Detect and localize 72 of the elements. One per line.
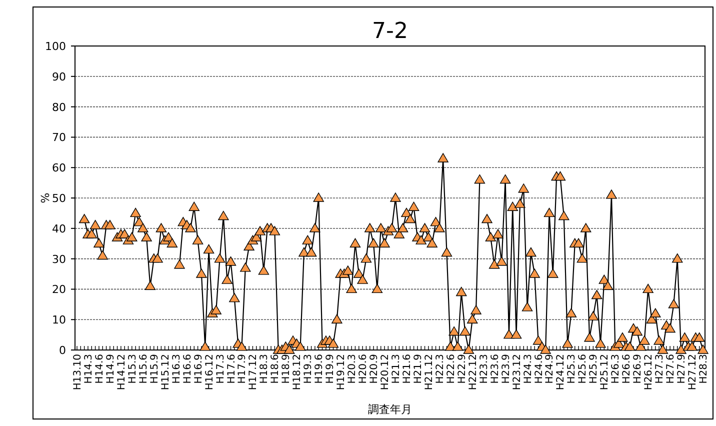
x-tick-label: H14.6 (94, 354, 106, 384)
x-tick-label: H23.12 (512, 354, 523, 390)
x-tick-label: H19.9 (325, 354, 336, 384)
x-tick-label: H20.9 (369, 354, 380, 384)
x-tick-label: H21.6 (402, 354, 413, 384)
x-tick-label: H14.12 (116, 354, 128, 390)
x-tick-label: H25.6 (578, 354, 589, 384)
x-tick-label: H22.3 (434, 354, 446, 384)
x-tick-label: H15.6 (138, 354, 150, 384)
x-tick-label: H25.3 (566, 354, 578, 384)
x-tick-label: H27.9 (676, 354, 688, 384)
x-tick-label: H24.9 (544, 354, 556, 384)
x-tick-label: H18.9 (281, 354, 292, 384)
y-tick-label: 100 (45, 40, 66, 53)
y-tick-label: 50 (52, 192, 66, 205)
x-tick-label: H16.3 (171, 354, 182, 384)
x-tick-label: H24.6 (534, 354, 545, 384)
y-tick-label: 40 (52, 222, 66, 236)
x-tick-label: H17.12 (248, 354, 260, 390)
x-tick-label: H27.3 (654, 354, 666, 384)
x-tick-label: H28.3 (698, 354, 710, 384)
x-tick-label: H15.3 (127, 354, 138, 384)
x-tick-label: H13.10 (72, 354, 84, 390)
x-axis-title: 調査年月 (368, 403, 412, 416)
x-tick-label: H17.3 (215, 354, 226, 384)
y-tick-label: 90 (52, 70, 66, 84)
y-tick-label: 0 (59, 344, 66, 357)
x-tick-label: H23.9 (500, 354, 512, 384)
x-tick-label: H21.12 (424, 354, 435, 390)
x-tick-label: H24.12 (556, 354, 567, 390)
x-tick-label: H27.6 (666, 354, 677, 384)
x-tick-label: H26.3 (610, 354, 622, 384)
y-tick-label: 30 (52, 252, 66, 266)
x-tick-label: H15.12 (160, 354, 172, 390)
x-tick-label: H26.6 (622, 354, 633, 384)
x-tick-label: H17.6 (226, 354, 238, 384)
x-tick-label: H21.3 (390, 354, 402, 384)
x-tick-label: H18.3 (259, 354, 270, 384)
x-tick-label: H16.6 (182, 354, 194, 384)
y-tick-label: 70 (52, 131, 66, 144)
x-tick-label: H21.9 (412, 354, 424, 384)
y-tick-label: 10 (52, 314, 66, 327)
x-tick-label: H20.6 (358, 354, 370, 384)
x-tick-label: H19.12 (336, 354, 348, 390)
y-tick-label: 20 (52, 283, 66, 296)
x-tick-label: H22.9 (456, 354, 468, 384)
x-tick-label: H15.9 (149, 354, 160, 384)
x-tick-label: H14.3 (83, 354, 94, 384)
chart-title: 7-2 (372, 19, 408, 44)
x-tick-label: H16.12 (204, 354, 216, 390)
x-tick-label: H18.6 (270, 354, 282, 384)
x-tick-label: H24.3 (522, 354, 534, 384)
x-tick-label: H22.12 (468, 354, 479, 390)
x-tick-label: H22.6 (446, 354, 457, 384)
x-tick-label: H23.3 (478, 354, 490, 384)
x-tick-label: H20.3 (347, 354, 358, 384)
x-tick-label: H17.9 (237, 354, 248, 384)
y-tick-label: 80 (52, 100, 66, 114)
x-tick-label: H26.9 (632, 354, 644, 384)
y-tick-label: 60 (52, 162, 66, 175)
x-tick-label: H25.12 (600, 354, 611, 390)
x-tick-label: H14.9 (105, 354, 116, 384)
x-tick-label: H23.6 (490, 354, 501, 384)
x-tick-label: H16.9 (193, 354, 204, 384)
x-tick-label: H25.9 (588, 354, 600, 384)
x-tick-label: H19.6 (314, 354, 326, 384)
x-tick-label: H27.12 (688, 354, 699, 390)
y-axis-title: % (39, 192, 52, 204)
x-tick-label: H19.3 (303, 354, 314, 384)
x-tick-label: H18.12 (292, 354, 304, 390)
x-tick-label: H20.12 (380, 354, 392, 390)
x-tick-label: H26.12 (644, 354, 655, 390)
